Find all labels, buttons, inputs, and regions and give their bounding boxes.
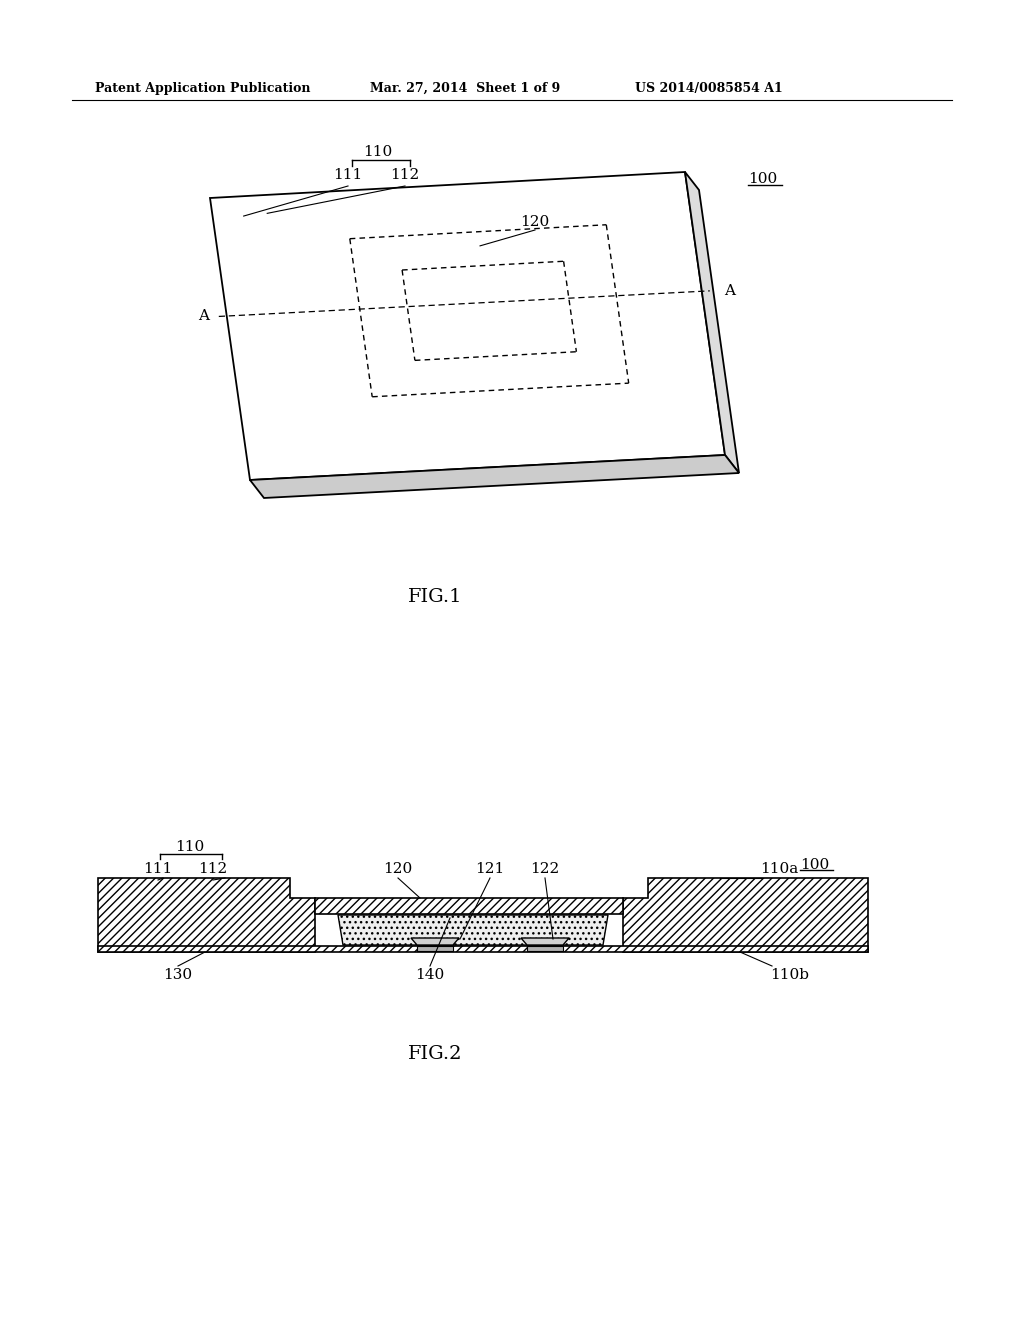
Text: 110: 110 [364, 145, 392, 158]
Text: 111: 111 [334, 168, 362, 182]
Text: 110: 110 [175, 840, 205, 854]
Text: 100: 100 [748, 172, 777, 186]
Text: 112: 112 [390, 168, 420, 182]
Text: 110b: 110b [770, 968, 809, 982]
Polygon shape [210, 172, 725, 480]
Text: Mar. 27, 2014  Sheet 1 of 9: Mar. 27, 2014 Sheet 1 of 9 [370, 82, 560, 95]
Polygon shape [98, 878, 315, 952]
Polygon shape [417, 946, 453, 950]
Text: 100: 100 [800, 858, 829, 873]
Text: FIG.2: FIG.2 [408, 1045, 462, 1063]
Text: FIG.1: FIG.1 [408, 587, 462, 606]
Polygon shape [98, 946, 868, 952]
Polygon shape [623, 878, 868, 952]
Text: A: A [198, 309, 209, 323]
Text: 122: 122 [530, 862, 560, 876]
Polygon shape [315, 898, 623, 913]
Text: Patent Application Publication: Patent Application Publication [95, 82, 310, 95]
Text: 121: 121 [475, 862, 505, 876]
Polygon shape [527, 946, 563, 950]
Text: US 2014/0085854 A1: US 2014/0085854 A1 [635, 82, 782, 95]
Polygon shape [521, 939, 569, 945]
Polygon shape [338, 915, 608, 945]
Text: 120: 120 [383, 862, 413, 876]
Polygon shape [411, 939, 459, 945]
Polygon shape [685, 172, 739, 473]
Text: 112: 112 [199, 862, 227, 876]
Text: 130: 130 [164, 968, 193, 982]
Text: 110a: 110a [760, 862, 799, 876]
Text: 140: 140 [416, 968, 444, 982]
Polygon shape [250, 455, 739, 498]
Text: 120: 120 [520, 215, 550, 228]
Text: A: A [724, 284, 735, 298]
Text: 111: 111 [143, 862, 173, 876]
